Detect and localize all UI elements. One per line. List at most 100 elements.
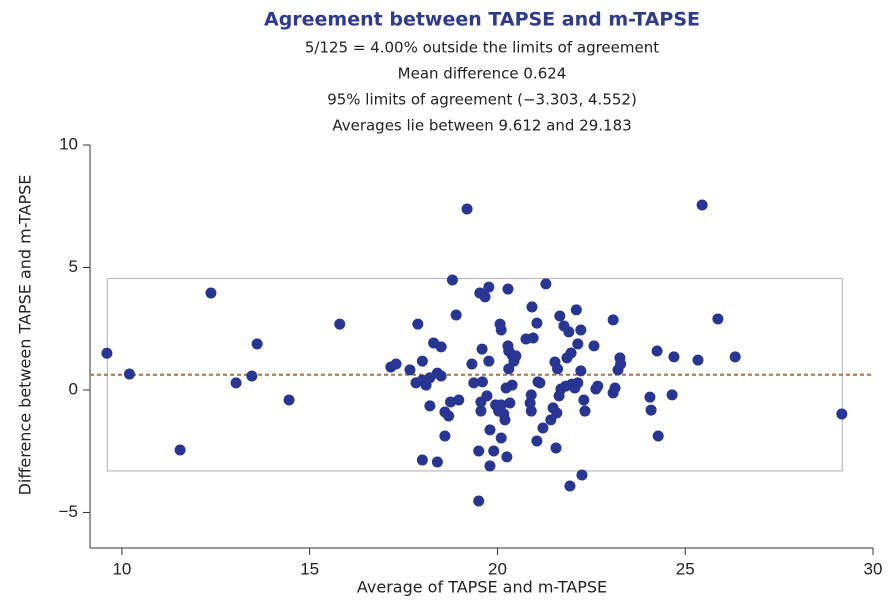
point	[450, 309, 462, 321]
point	[334, 318, 346, 330]
point	[570, 304, 582, 316]
point	[644, 391, 656, 403]
point	[495, 324, 507, 336]
point	[390, 358, 402, 370]
point	[499, 414, 511, 426]
point	[696, 199, 708, 211]
point	[579, 405, 591, 417]
point	[230, 377, 242, 389]
point	[526, 301, 538, 313]
point	[531, 435, 543, 447]
point	[537, 422, 549, 434]
point	[481, 390, 493, 402]
point	[479, 291, 491, 303]
point	[443, 410, 455, 422]
point	[404, 364, 416, 376]
x-tick-label: 25	[676, 559, 695, 578]
point	[439, 430, 451, 442]
point	[615, 358, 627, 370]
point	[435, 370, 447, 382]
point	[563, 326, 575, 338]
point	[205, 287, 217, 299]
point	[668, 351, 680, 363]
point	[473, 445, 485, 457]
point	[488, 445, 500, 457]
point	[453, 394, 465, 406]
point	[576, 469, 588, 481]
point	[652, 430, 664, 442]
point	[445, 396, 457, 408]
point	[283, 394, 295, 406]
x-tick-label: 20	[488, 559, 507, 578]
point	[588, 340, 600, 352]
point	[416, 355, 428, 367]
point	[578, 394, 590, 406]
point	[483, 281, 495, 293]
x-tick-label: 10	[112, 559, 131, 578]
point	[503, 363, 515, 375]
point	[446, 274, 458, 286]
point	[712, 313, 724, 325]
y-tick-label: −5	[59, 502, 78, 521]
point	[524, 397, 536, 409]
point	[609, 382, 621, 394]
point	[476, 343, 488, 355]
point	[525, 389, 537, 401]
point	[473, 495, 485, 507]
point	[729, 351, 741, 363]
point	[564, 480, 576, 492]
point	[554, 310, 566, 322]
point	[540, 278, 552, 290]
point	[435, 341, 447, 353]
point	[501, 451, 513, 463]
y-tick-label: 5	[69, 257, 78, 276]
point	[607, 314, 619, 326]
point	[506, 379, 518, 391]
point	[651, 345, 663, 357]
point	[645, 404, 657, 416]
y-axis-label: Difference between TAPSE and m-TAPSE	[16, 175, 35, 496]
point	[510, 350, 522, 362]
point	[476, 376, 488, 388]
point	[572, 338, 584, 350]
y-tick-label: 0	[69, 379, 78, 398]
point	[412, 318, 424, 330]
point	[466, 358, 478, 370]
subtitle: 95% limits of agreement (−3.303, 4.552)	[327, 91, 637, 109]
point	[424, 400, 436, 412]
point	[123, 368, 135, 380]
point	[534, 377, 546, 389]
point	[483, 355, 495, 367]
point	[495, 432, 507, 444]
point	[572, 377, 584, 389]
x-tick-label: 30	[864, 559, 883, 578]
point	[565, 347, 577, 359]
point	[431, 456, 443, 468]
subtitle: Averages lie between 9.612 and 29.183	[332, 117, 631, 135]
point	[550, 442, 562, 454]
point	[484, 424, 496, 436]
point	[551, 407, 563, 419]
point	[475, 405, 487, 417]
point	[174, 444, 186, 456]
subtitle: Mean difference 0.624	[398, 65, 567, 83]
subtitle: 5/125 = 4.00% outside the limits of agre…	[305, 39, 659, 57]
point	[251, 338, 263, 350]
point	[836, 408, 848, 420]
point	[484, 460, 496, 472]
x-axis-label: Average of TAPSE and m-TAPSE	[357, 578, 607, 597]
point	[527, 332, 539, 344]
point	[666, 389, 678, 401]
point	[525, 405, 537, 417]
point	[552, 363, 564, 375]
point	[468, 377, 480, 389]
point	[592, 380, 604, 392]
x-tick-label: 15	[300, 559, 319, 578]
point	[692, 354, 704, 366]
point	[531, 317, 543, 329]
point	[416, 454, 428, 466]
chart-title: Agreement between TAPSE and m-TAPSE	[264, 9, 700, 31]
point	[575, 324, 587, 336]
y-tick-label: 10	[59, 134, 78, 153]
